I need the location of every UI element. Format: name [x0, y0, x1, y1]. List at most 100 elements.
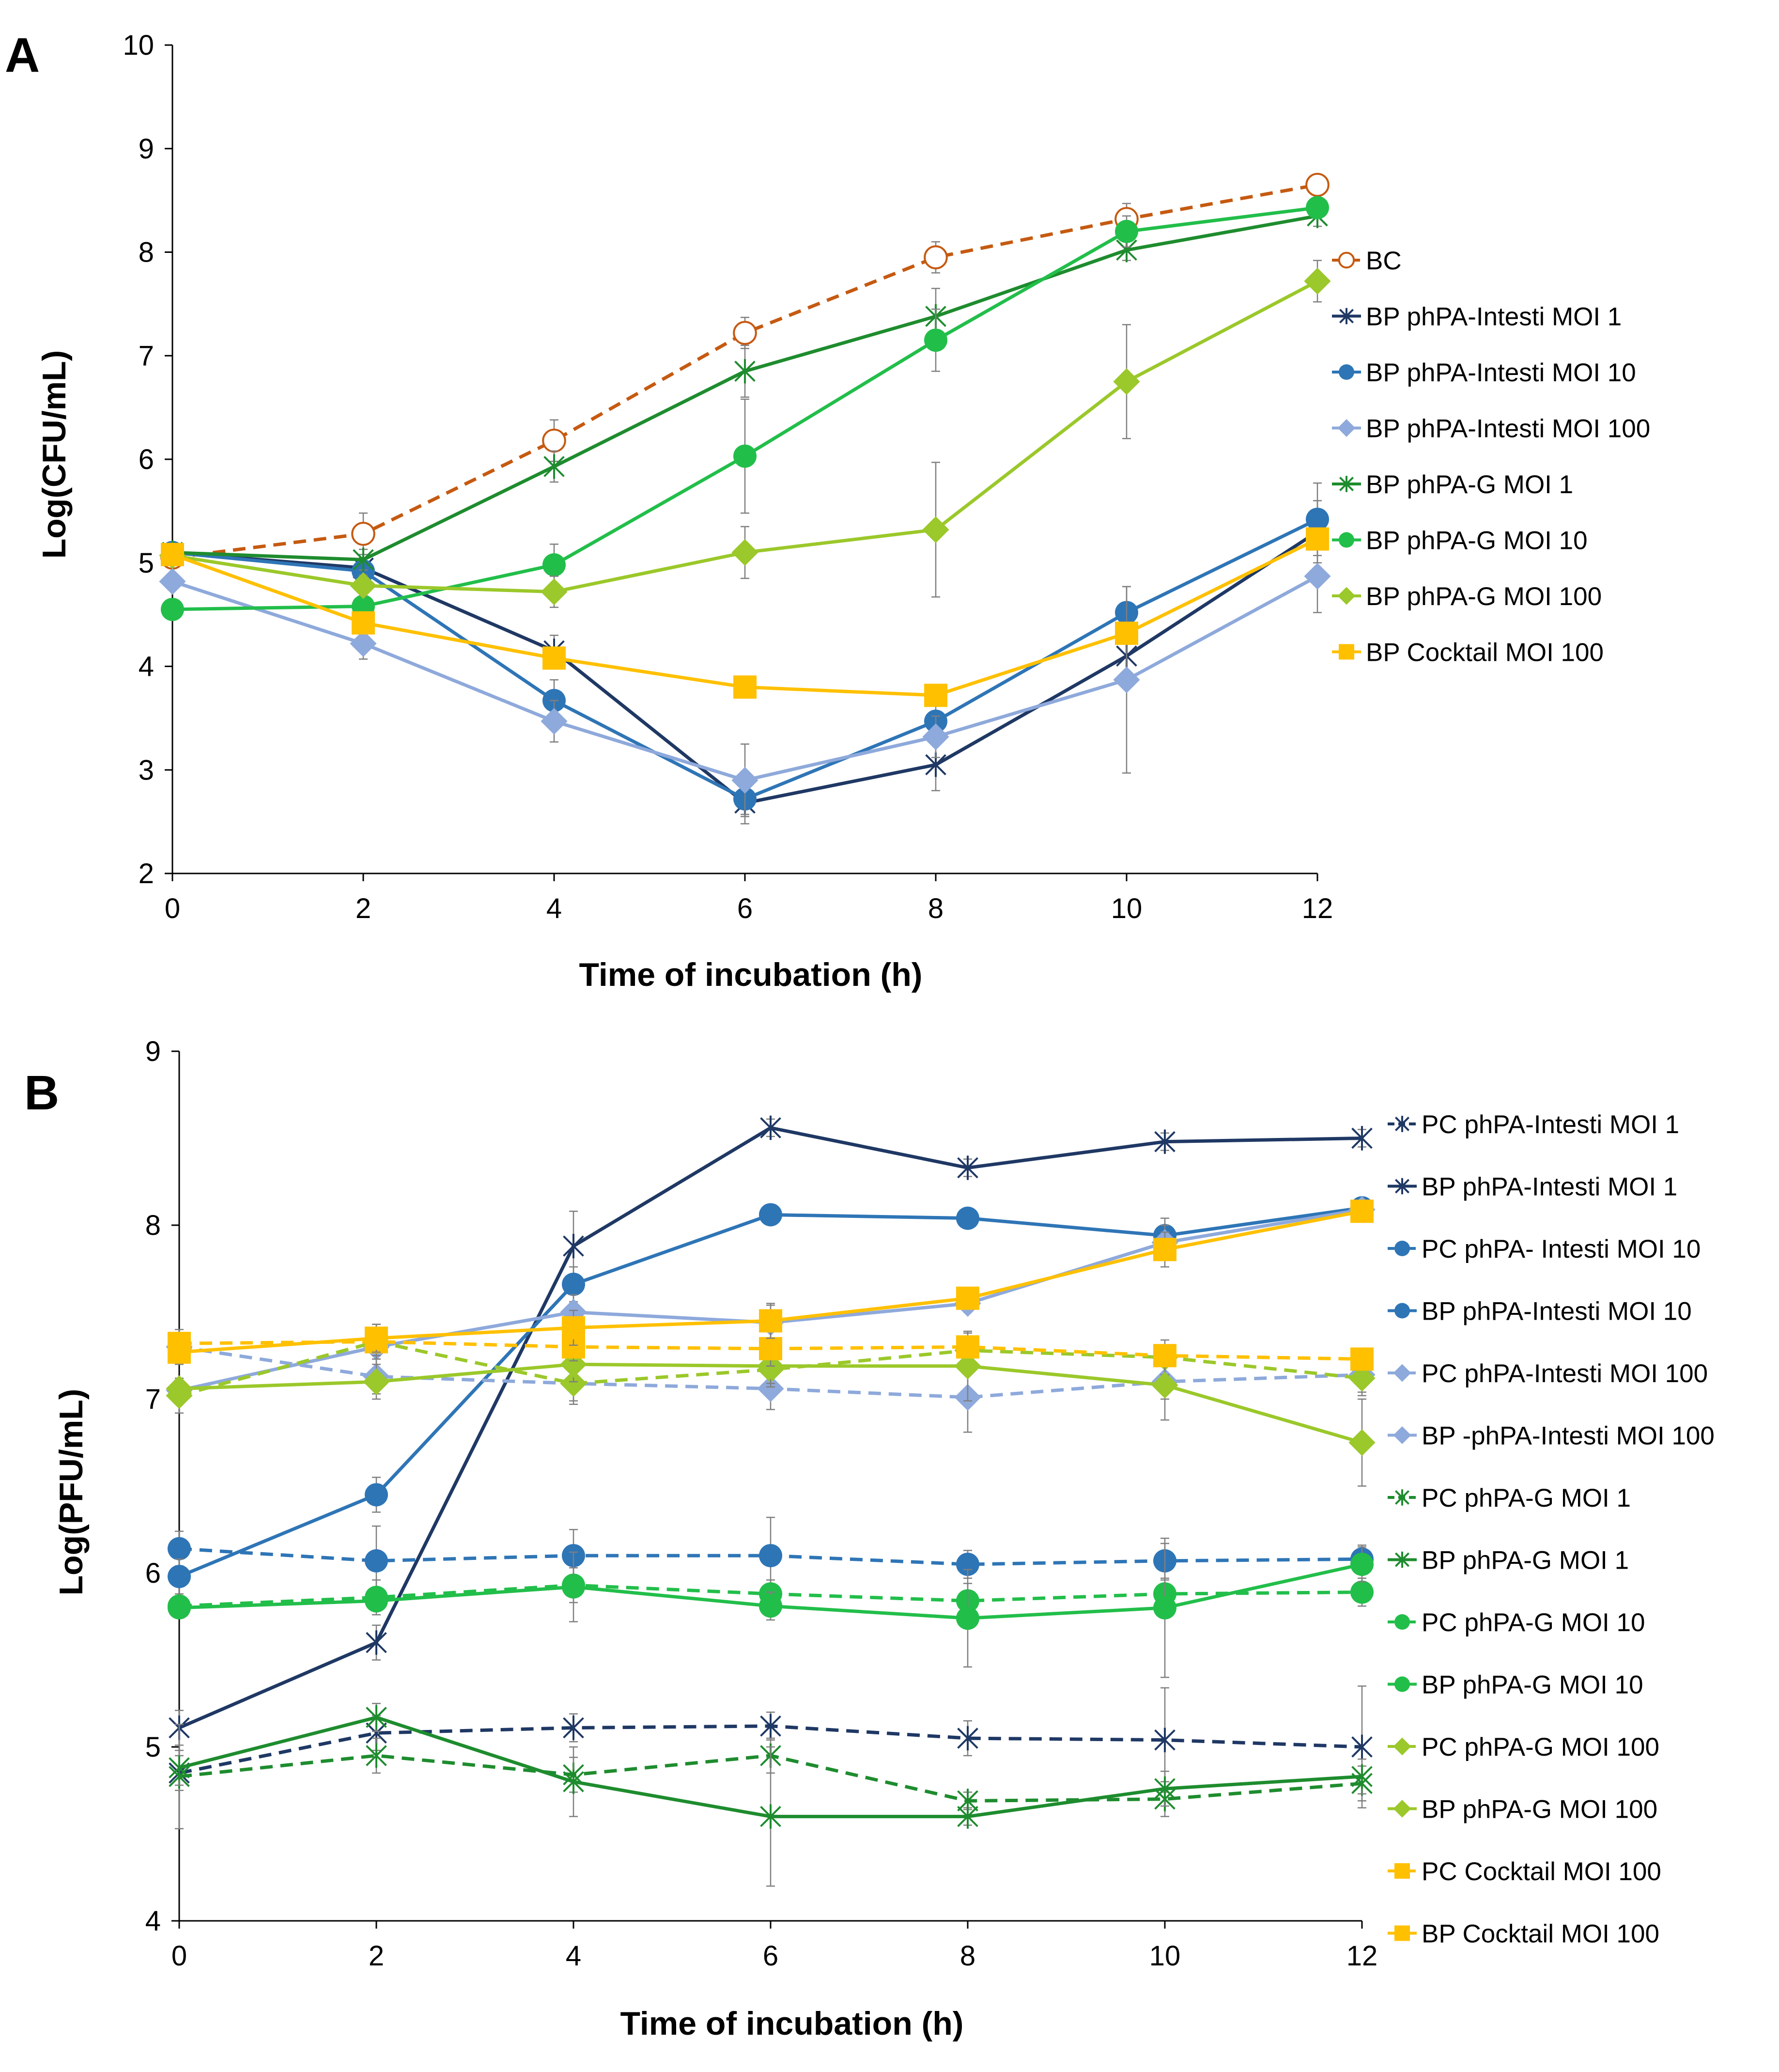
data-point-marker: [734, 359, 756, 384]
legend-label: BP phPA-G MOI 100: [1422, 1795, 1657, 1824]
legend-entry-bp-phpa-intesti-moi-10: BP phPA-Intesti MOI 10: [1388, 1297, 1692, 1326]
series-bp-phpa-g-moi-10: [168, 1537, 1374, 1678]
data-point-marker: [365, 1483, 388, 1507]
x-tick-label: 10: [1149, 1940, 1181, 1972]
data-point-marker: [1306, 527, 1329, 551]
legend-entry-bp-phpa-g-moi-100: BP phPA-G MOI 100: [1388, 1795, 1657, 1824]
series-bp-cocktail-moi-100: [168, 1200, 1374, 1364]
legend-entry-bp-phpa-g-moi-1: BP phPA-G MOI 1: [1332, 470, 1573, 499]
data-point-marker: [760, 1714, 781, 1739]
data-point-marker: [922, 723, 949, 750]
legend-marker: [1339, 644, 1354, 660]
panel-a-x-axis-title: Time of incubation (h): [579, 956, 923, 993]
data-point-marker: [924, 328, 947, 352]
data-point-marker: [1153, 1596, 1176, 1620]
legend-marker: [1394, 1241, 1410, 1256]
data-point-marker: [733, 321, 757, 345]
data-point-marker: [1350, 1347, 1374, 1371]
legend-entry-bp-phpa-g-moi-1: BP phPA-G MOI 1: [1388, 1546, 1629, 1575]
data-point-marker: [169, 1755, 190, 1780]
data-point-marker: [1348, 1429, 1376, 1456]
data-point-marker: [363, 1368, 390, 1395]
data-point-marker: [1348, 1365, 1376, 1392]
y-tick-label: 9: [145, 1036, 161, 1067]
data-point-marker: [759, 1544, 782, 1568]
x-tick-label: 2: [369, 1940, 384, 1972]
data-point-marker: [759, 1309, 782, 1333]
legend-entry-bp-phpa-intesti-moi-1: BP phPA-Intesti MOI 1: [1388, 1173, 1677, 1201]
panel-a-label: A: [5, 28, 40, 82]
data-point-marker: [1113, 368, 1140, 395]
data-point-marker: [957, 1726, 978, 1751]
data-point-marker: [541, 708, 568, 735]
legend-label: BP phPA-Intesti MOI 10: [1422, 1297, 1692, 1326]
data-point-marker: [957, 1155, 978, 1180]
data-point-marker: [1153, 1238, 1176, 1262]
legend-label: BP phPA-Intesti MOI 1: [1366, 303, 1622, 331]
legend-entry-bp-phpa-intesti-moi-100: BP phPA-Intesti MOI 100: [1332, 415, 1650, 443]
data-point-marker: [1305, 172, 1330, 197]
panel-b-x-axis-title: Time of incubation (h): [620, 2005, 964, 2042]
data-point-marker: [757, 1375, 784, 1402]
panel-b-axes: 4 5 6 7 8 9 0 2 4 6 8 10 12: [145, 1036, 1378, 1972]
legend-label: BP phPA-G MOI 1: [1422, 1546, 1629, 1575]
data-point-marker: [956, 1335, 979, 1359]
data-point-marker: [542, 646, 566, 670]
data-point-marker: [924, 684, 947, 707]
data-point-marker: [562, 1316, 585, 1340]
data-point-marker: [954, 1353, 981, 1380]
data-point-marker: [1350, 1200, 1374, 1223]
data-point-marker: [161, 597, 184, 621]
legend-entry-bp-phpa-g-moi-10: BP phPA-G MOI 10: [1388, 1671, 1643, 1699]
data-point-marker: [1154, 1776, 1176, 1801]
legend-entry-bp-phpa-g-moi-10: BP phPA-G MOI 10: [1332, 527, 1588, 555]
legend-marker: [1394, 1676, 1410, 1692]
series-bp-phpa-intesti-moi-100: [159, 539, 1331, 817]
legend-entry-bp-phpa-intesti-moi-1: BP phPA-Intesti MOI 1: [1332, 303, 1622, 331]
data-point-marker: [168, 1537, 191, 1560]
legend-marker: [1338, 251, 1355, 269]
data-point-marker: [542, 553, 566, 577]
legend-entry-pc-cocktail-moi-100: PC Cocktail MOI 100: [1388, 1857, 1661, 1886]
y-tick-label: 3: [139, 754, 154, 786]
data-point-marker: [1350, 1580, 1374, 1604]
legend-label: BP Cocktail MOI 100: [1422, 1920, 1659, 1948]
legend-marker: [1394, 1116, 1410, 1132]
y-tick-label: 6: [139, 444, 154, 475]
data-point-marker: [760, 1115, 781, 1140]
legend-label: PC phPA-G MOI 100: [1422, 1733, 1659, 1761]
legend-marker: [1394, 1863, 1410, 1879]
panel-b-plot-area: [166, 1115, 1376, 1887]
x-tick-label: 0: [165, 893, 180, 924]
legend-entry-pc-phpa-g-moi-10: PC phPA-G MOI 10: [1388, 1608, 1645, 1637]
legend-label: PC phPA- Intesti MOI 10: [1422, 1235, 1701, 1263]
data-point-marker: [166, 1375, 193, 1402]
legend-marker: [1393, 1364, 1411, 1382]
data-point-marker: [541, 578, 568, 606]
x-tick-label: 4: [566, 1940, 581, 1972]
series-bp-phpa-intesti-moi-1: [169, 1115, 1373, 1746]
data-point-marker: [562, 1273, 585, 1296]
legend-marker: [1339, 308, 1354, 325]
data-point-marker: [161, 543, 184, 566]
data-point-marker: [1154, 1728, 1176, 1752]
legend-label: BP phPA-G MOI 1: [1366, 470, 1573, 499]
legend-entry-bc: BC: [1332, 247, 1402, 275]
panel-a-chart: A Log(CFU/mL) Time of incubation (h) 2 3 4…: [5, 28, 1650, 993]
legend-label: BP phPA-Intesti MOI 100: [1366, 415, 1650, 443]
y-tick-label: 9: [139, 133, 154, 165]
legend-label: PC phPA-Intesti MOI 100: [1422, 1359, 1708, 1388]
data-point-marker: [1153, 1344, 1176, 1368]
series-bp-phpa-g-moi-100: [166, 1330, 1376, 1487]
legend-label: BP phPA-G MOI 10: [1366, 527, 1588, 555]
data-point-marker: [560, 1370, 587, 1397]
legend-entry-bp-phpa-intesti-moi-100: BP -phPA-Intesti MOI 100: [1388, 1422, 1715, 1450]
data-point-marker: [924, 245, 948, 269]
data-point-marker: [1350, 1553, 1374, 1576]
x-tick-label: 4: [546, 893, 562, 924]
x-tick-label: 12: [1346, 1940, 1378, 1972]
data-point-marker: [1306, 196, 1329, 219]
data-point-marker: [731, 539, 758, 566]
